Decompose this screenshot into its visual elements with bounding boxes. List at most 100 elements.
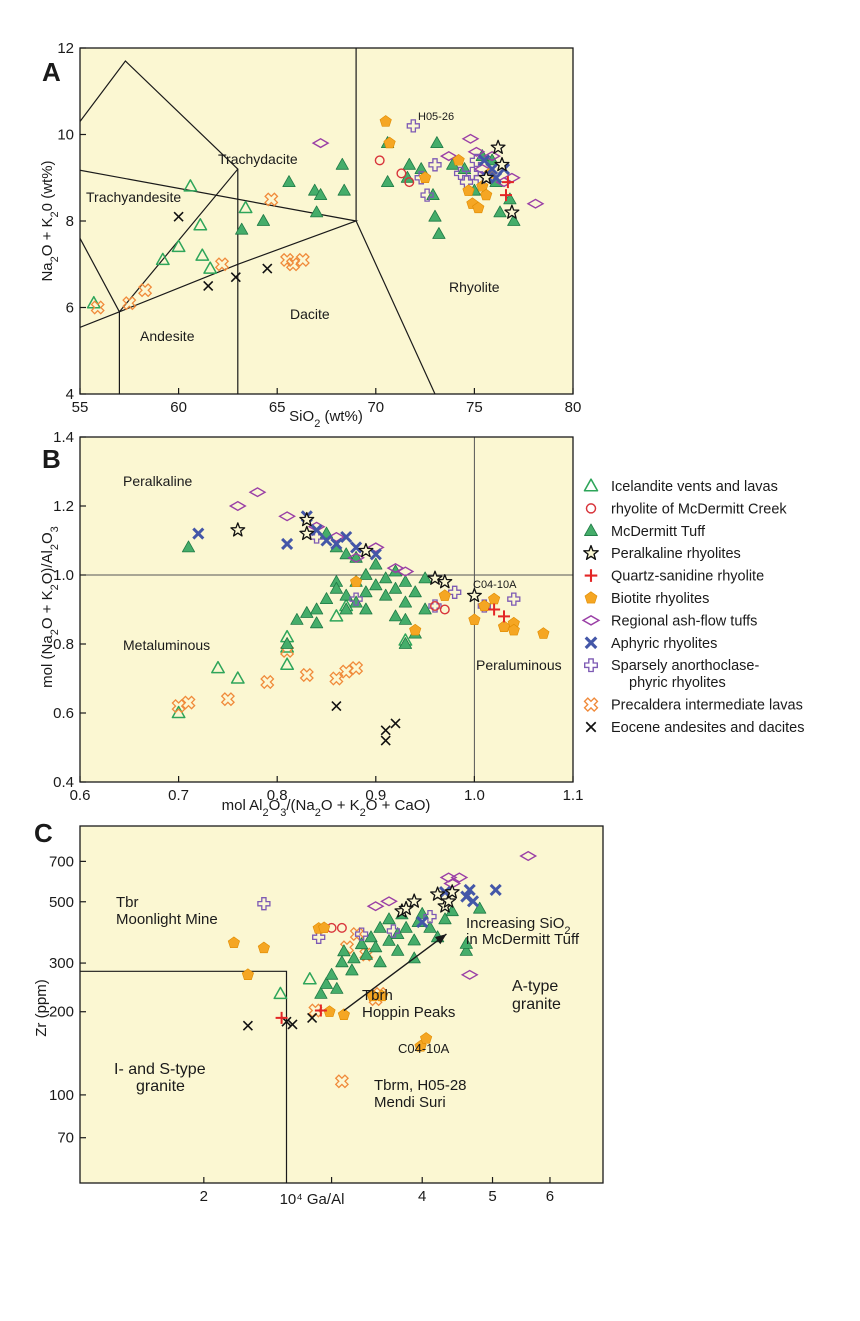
legend: Icelandite vents and lavas rhyolite of Mc…: [581, 478, 804, 736]
panel-a-points: [86, 115, 545, 315]
point-mcdermitt_tuff: [339, 588, 353, 601]
point-sparsely_anorthoclase: [354, 927, 369, 941]
point-sparsely_anorthoclase: [423, 909, 437, 924]
point-peralkaline: [444, 884, 460, 899]
panel-b-x-axis-title: mol Al2O3/(Na2O + K2O + CaO): [222, 797, 431, 819]
point-rhyolite_mcdermitt_creek: [439, 604, 450, 615]
point-icelandite: [171, 239, 186, 253]
point-mcdermitt_tuff: [398, 637, 412, 649]
region-label: I- and S-type: [114, 1061, 206, 1078]
panel-a-x-axis-title: SiO2 (wt%): [289, 408, 363, 430]
panel-b-reference-lines: [80, 437, 573, 782]
pentagon-filled-icon: [584, 591, 598, 604]
point-eocene: [262, 263, 273, 274]
point-sparsely_anorthoclase: [386, 924, 401, 938]
region-label: Rhyolite: [449, 279, 500, 295]
plus-icon: [584, 569, 598, 582]
point-quartz_sanidine: [314, 1004, 327, 1017]
panel-a-plot-area: [80, 48, 573, 394]
panel-a: 55 60 65 70 75 80 4 6 8 10 12 A Trachydacite Trach…: [39, 40, 581, 430]
legend-label: phyric rhyolites: [629, 675, 726, 691]
point-mcdermitt_tuff: [256, 214, 270, 226]
point-mcdermitt_tuff: [359, 585, 373, 598]
point-aphyric: [463, 883, 476, 896]
point-biotite: [452, 154, 465, 166]
y-tick-label: 300: [49, 955, 74, 972]
point-peralkaline: [478, 169, 494, 185]
y-tick-label: 1.4: [53, 429, 74, 446]
point-precaldera: [349, 661, 364, 676]
point-mcdermitt_tuff: [359, 602, 373, 615]
point-sparsely_anorthoclase: [349, 592, 363, 606]
point-eocene: [331, 701, 342, 712]
point-mcdermitt_tuff: [335, 955, 349, 968]
point-icelandite: [203, 261, 218, 274]
point-regional_ash_flow: [461, 133, 480, 144]
point-mcdermitt_tuff: [438, 912, 452, 925]
point-regional_ash_flow: [439, 872, 458, 883]
y-tick-label: 200: [49, 1004, 74, 1021]
panel-c-ticks: 2 4 5 6 70 100 200 300 500 700: [49, 853, 554, 1205]
point-biotite: [419, 171, 432, 183]
y-tick-label: 1.2: [53, 498, 74, 515]
x-icon: [585, 721, 597, 733]
y-tick-label: 500: [49, 894, 74, 911]
point-regional_ash_flow: [278, 511, 297, 522]
label-mendi-suri: Mendi Suri: [374, 1094, 446, 1111]
y-tick-label: 4: [66, 386, 74, 403]
point-mcdermitt_tuff: [459, 937, 473, 949]
point-peralkaline: [230, 522, 246, 537]
point-mcdermitt_tuff: [399, 921, 413, 933]
point-aphyric: [466, 895, 480, 908]
point-mcdermitt_tuff: [339, 547, 353, 560]
diamond-open-icon: [581, 615, 601, 626]
point-precaldera: [280, 252, 295, 267]
legend-item-quartz_sanidine: Quartz-sanidine rhyolite: [584, 569, 764, 585]
x-tick-label: 60: [170, 399, 187, 416]
panel-a-y-axis-title: Na2O + K20 (wt%): [39, 160, 61, 281]
point-precaldera: [264, 192, 279, 207]
field-boundary-line: [80, 238, 120, 313]
point-mcdermitt_tuff: [310, 205, 324, 218]
point-icelandite: [155, 252, 170, 266]
point-mcdermitt_tuff: [398, 595, 412, 608]
legend-label: Icelandite vents and lavas: [611, 479, 778, 495]
point-mcdermitt_tuff: [282, 175, 296, 188]
point-precaldera: [260, 674, 275, 690]
legend-label: rhyolite of McDermitt Creek: [611, 501, 787, 517]
label-tbrm: Tbrm, H05-28: [374, 1077, 467, 1094]
point-icelandite: [238, 200, 253, 214]
point-sparsely_anorthoclase: [406, 119, 420, 133]
point-biotite: [476, 180, 489, 192]
point-icelandite: [193, 218, 208, 231]
point-sparsely_anorthoclase: [507, 592, 521, 606]
point-mcdermitt_tuff: [473, 901, 487, 914]
legend-label: Regional ash-flow tuffs: [611, 613, 757, 629]
x-bold-icon: [584, 636, 598, 650]
point-peralkaline: [406, 893, 422, 908]
point-quartz_sanidine: [275, 1011, 288, 1024]
point-aphyric: [281, 537, 294, 550]
point-biotite: [537, 627, 550, 639]
panel-c-frame: [79, 825, 604, 1184]
panel-b-ticks: 0.6 0.7 0.8 0.9 1.0 1.10.40.60.81.01.21.4: [53, 429, 583, 804]
point-mcdermitt_tuff: [369, 578, 383, 591]
y-tick-label: 6: [66, 300, 74, 317]
sample-annotation: C04-10A: [398, 1041, 450, 1056]
point-mcdermitt_tuff: [379, 588, 393, 601]
legend-label: Precaldera intermediate lavas: [611, 698, 803, 714]
point-precaldera: [349, 927, 364, 942]
point-precaldera: [171, 699, 186, 714]
point-rhyolite_mcdermitt_creek: [396, 168, 407, 179]
point-mcdermitt_tuff: [359, 568, 373, 580]
point-aphyric: [330, 537, 343, 550]
point-eocene: [380, 725, 391, 736]
point-sparsely_anorthoclase: [257, 897, 271, 911]
point-quartz_sanidine: [488, 603, 501, 616]
sample-annotation: H05-26: [418, 111, 454, 123]
point-mcdermitt_tuff: [382, 934, 396, 946]
point-peralkaline: [437, 574, 453, 589]
point-mcdermitt_tuff: [308, 183, 322, 196]
point-mcdermitt_tuff: [235, 222, 249, 235]
point-mcdermitt_tuff: [407, 933, 421, 946]
